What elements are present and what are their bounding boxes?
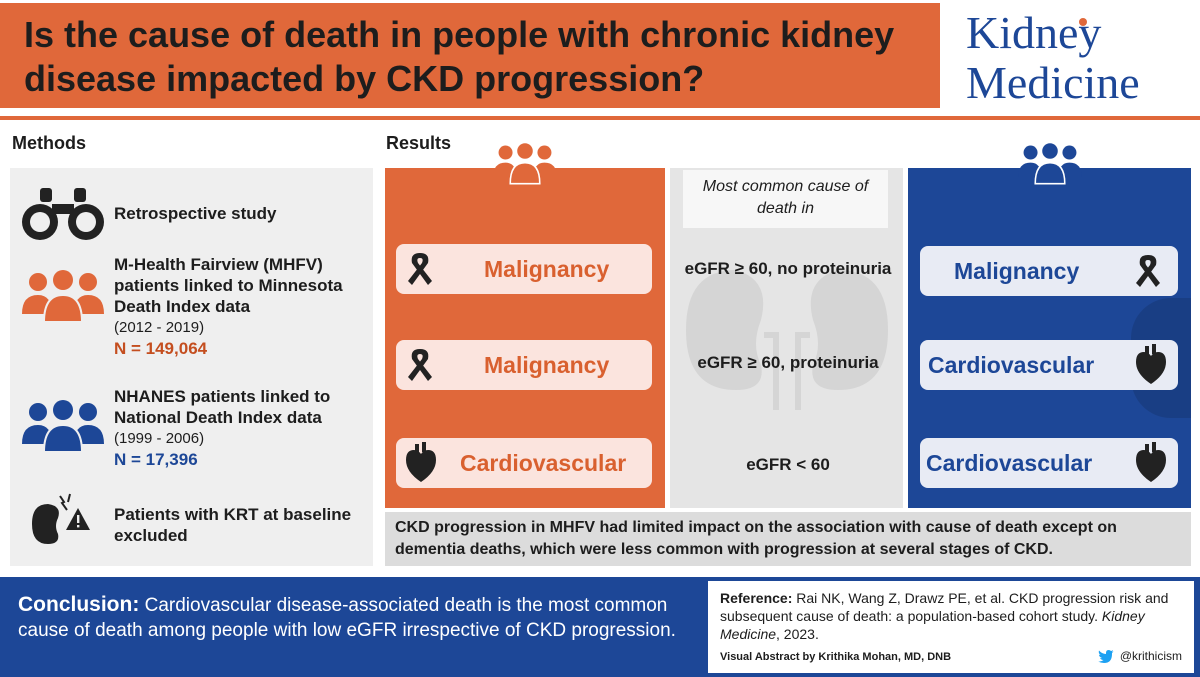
binoculars-icon bbox=[22, 188, 104, 240]
method-text: M-Health Fairview (MHFV) patients linked… bbox=[114, 254, 373, 359]
egfr-criteria-label: eGFR ≥ 60, no proteinuria bbox=[684, 259, 892, 278]
nhanes-cause-pill: Malignancy bbox=[920, 246, 1178, 296]
people-group-icon bbox=[22, 400, 104, 453]
cause-label: Malignancy bbox=[484, 352, 610, 378]
visual-abstract-credit: Visual Abstract by Krithika Mohan, MD, D… bbox=[720, 651, 952, 663]
method-description: M-Health Fairview (MHFV) patients linked… bbox=[114, 255, 343, 316]
mhfv-cause-pill: Malignancy bbox=[396, 340, 652, 390]
kidney-warning-icon bbox=[32, 493, 90, 544]
conclusion-label: Conclusion: bbox=[18, 593, 140, 616]
cause-of-death-note: Most common cause of death in bbox=[683, 170, 888, 228]
conclusion-text: Cardiovascular disease-associated death … bbox=[18, 595, 676, 641]
ribbon-icon bbox=[408, 253, 432, 285]
mhfv-cause-pill: Cardiovascular bbox=[396, 438, 652, 488]
method-text: Patients with KRT at baseline excluded bbox=[114, 505, 352, 545]
nhanes-cause-pill: Cardiovascular bbox=[920, 340, 1178, 390]
sample-size: N = 149,064 bbox=[114, 339, 208, 358]
methods-panel: Retrospective study M-Health Fairview (M… bbox=[10, 168, 373, 566]
twitter-handle-text: @krithicism bbox=[1119, 649, 1182, 663]
logo-line-1: Kidney bbox=[966, 7, 1102, 58]
cause-label: Cardiovascular bbox=[926, 450, 1093, 476]
method-years: (2012 - 2019) bbox=[114, 319, 205, 336]
people-group-icon bbox=[22, 270, 104, 323]
people-group-icon bbox=[1018, 143, 1082, 185]
methods-label: Methods bbox=[12, 133, 86, 153]
header: Is the cause of death in people with chr… bbox=[0, 0, 1200, 116]
reference-citation: Rai NK, Wang Z, Drawz PE, et al. CKD pro… bbox=[720, 590, 1169, 624]
reference-label: Reference: bbox=[720, 590, 793, 606]
logo-dot bbox=[1079, 18, 1087, 26]
cause-label: Malignancy bbox=[484, 256, 610, 282]
method-text: NHANES patients linked to National Death… bbox=[114, 386, 373, 470]
mhfv-cause-pill: Malignancy bbox=[396, 244, 652, 294]
cause-label: Malignancy bbox=[954, 258, 1080, 284]
logo-line-2: Medicine bbox=[966, 57, 1140, 108]
nhanes-cause-pill: Cardiovascular bbox=[920, 438, 1178, 488]
results-label: Results bbox=[386, 133, 452, 153]
key-finding: CKD progression in MHFV had limited impa… bbox=[385, 512, 1191, 566]
method-description: NHANES patients linked to National Death… bbox=[114, 387, 331, 427]
reference-journal: Kidney Medicine bbox=[720, 608, 1145, 642]
twitter-bird-icon bbox=[1097, 650, 1114, 663]
cause-label: Cardiovascular bbox=[928, 352, 1095, 378]
heart-icon bbox=[406, 442, 436, 482]
egfr-criteria-label: eGFR ≥ 60, proteinuria bbox=[697, 353, 879, 372]
ribbon-icon bbox=[408, 349, 432, 381]
title-banner: Is the cause of death in people with chr… bbox=[0, 0, 943, 111]
journal-logo: Kidney Medicine bbox=[946, 0, 1200, 116]
twitter-handle[interactable]: @krithicism bbox=[1097, 649, 1182, 663]
sample-size: N = 17,396 bbox=[114, 450, 198, 469]
ribbon-icon bbox=[1136, 255, 1160, 287]
cause-label: Cardiovascular bbox=[460, 450, 627, 476]
reference-year: , 2023. bbox=[776, 626, 819, 642]
heart-icon bbox=[1136, 442, 1166, 482]
header-divider bbox=[0, 116, 1200, 120]
kidney-watermark-icon bbox=[686, 270, 888, 410]
method-text: Retrospective study bbox=[114, 204, 277, 223]
page-title: Is the cause of death in people with chr… bbox=[24, 14, 895, 99]
conclusion: Conclusion: Cardiovascular disease-assoc… bbox=[18, 592, 698, 643]
reference-text: Reference: Rai NK, Wang Z, Drawz PE, et … bbox=[720, 589, 1182, 643]
egfr-criteria-label: eGFR < 60 bbox=[746, 455, 830, 474]
people-group-icon bbox=[493, 143, 557, 185]
method-years: (1999 - 2006) bbox=[114, 430, 205, 447]
reference-box: Reference: Rai NK, Wang Z, Drawz PE, et … bbox=[708, 581, 1194, 673]
heart-icon bbox=[1136, 344, 1166, 384]
